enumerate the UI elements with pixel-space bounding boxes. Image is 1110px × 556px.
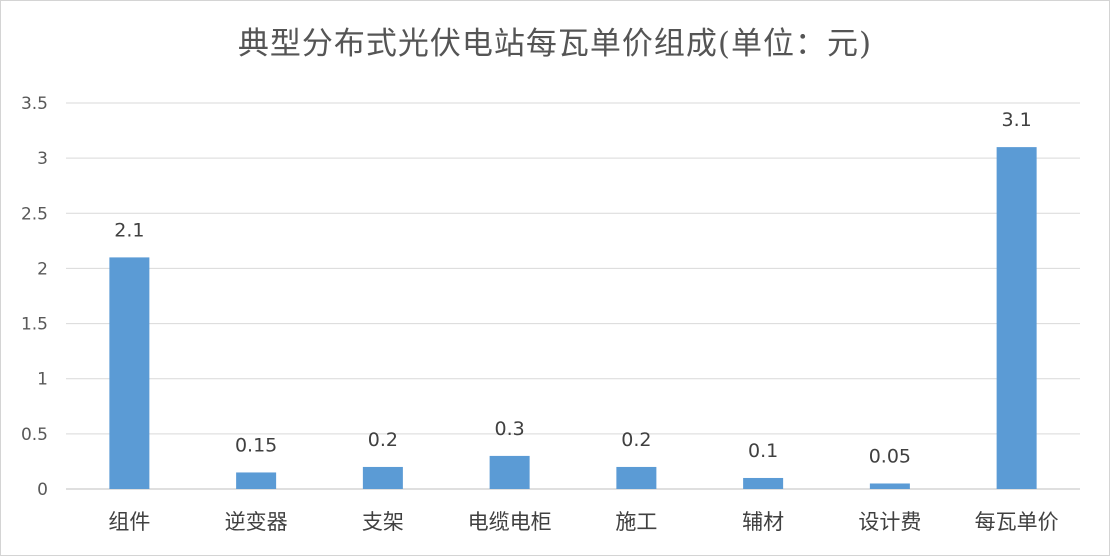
bar bbox=[489, 455, 530, 489]
x-tick-label: 电缆电柜 bbox=[468, 510, 552, 534]
x-tick-label: 组件 bbox=[108, 510, 150, 534]
y-tick-label: 2.5 bbox=[21, 204, 48, 224]
x-tick-label: 设计费 bbox=[858, 510, 921, 534]
data-label: 0.2 bbox=[621, 429, 651, 451]
y-tick-label: 3 bbox=[37, 149, 48, 169]
y-tick-label: 2 bbox=[37, 259, 48, 279]
bar bbox=[996, 147, 1037, 489]
x-tick-label: 逆变器 bbox=[225, 510, 288, 534]
y-tick-label: 1.5 bbox=[21, 315, 48, 335]
data-label: 0.15 bbox=[235, 434, 277, 456]
x-tick-label: 支架 bbox=[362, 510, 404, 534]
x-tick-label: 辅材 bbox=[742, 510, 784, 534]
bar bbox=[743, 477, 784, 489]
x-tick-label: 施工 bbox=[615, 510, 657, 534]
data-label: 0.1 bbox=[748, 440, 778, 462]
data-label: 3.1 bbox=[1002, 109, 1032, 131]
x-tick-label: 每瓦单价 bbox=[975, 510, 1059, 534]
y-tick-label: 3.5 bbox=[21, 94, 48, 114]
bar bbox=[616, 466, 657, 489]
bar bbox=[109, 257, 150, 489]
data-label: 2.1 bbox=[114, 219, 144, 241]
bar bbox=[869, 483, 910, 489]
y-tick-label: 1 bbox=[37, 370, 48, 390]
y-tick-label: 0 bbox=[37, 480, 48, 500]
data-label: 0.05 bbox=[869, 445, 911, 467]
bar bbox=[362, 466, 403, 489]
data-label: 0.3 bbox=[495, 418, 525, 440]
chart-title: 典型分布式光伏电站每瓦单价组成(单位：元) bbox=[237, 26, 873, 62]
bar bbox=[236, 472, 277, 489]
y-tick-label: 0.5 bbox=[21, 425, 48, 445]
data-label: 0.2 bbox=[368, 429, 398, 451]
